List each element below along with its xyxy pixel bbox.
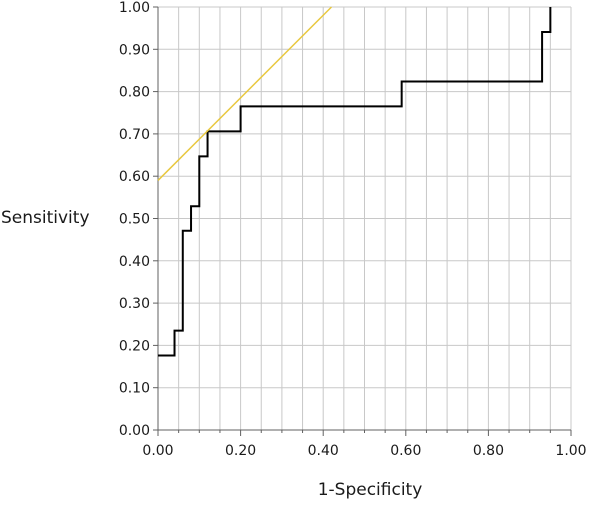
y-tick-label: 0.20: [119, 338, 150, 354]
x-tick-labels: 0.00 0.20 0.40 0.60 0.80 1.00: [142, 443, 586, 459]
y-tick-label: 0.70: [119, 127, 150, 143]
x-tick-label: 0.00: [142, 443, 173, 459]
x-tick-label: 1.00: [555, 443, 586, 459]
y-tick-labels: 0.00 0.10 0.20 0.30 0.40 0.50 0.60 0.70 0.80 0.90…: [119, 0, 150, 439]
reference-line: [157, 6, 332, 181]
y-tick-label: 0.00: [119, 423, 150, 439]
roc-curve-line: [158, 7, 552, 357]
y-tick-label: 1.00: [119, 0, 150, 16]
y-tick-label: 0.60: [119, 169, 150, 185]
grid: [157, 6, 572, 431]
y-axis-title: Sensitivity: [1, 208, 90, 228]
plot-frame: [153, 6, 572, 436]
x-tick-label: 0.40: [308, 443, 339, 459]
y-tick-label: 0.90: [119, 42, 150, 58]
x-tick-label: 0.20: [225, 443, 256, 459]
series-layer: [157, 6, 552, 357]
y-tick-label: 0.30: [119, 296, 150, 312]
x-tick-label: 0.60: [390, 443, 421, 459]
x-tick-label: 0.80: [473, 443, 504, 459]
y-tick-label: 0.50: [119, 212, 150, 228]
y-tick-label: 0.10: [119, 381, 150, 397]
y-tick-label: 0.40: [119, 254, 150, 270]
x-axis-title: 1-Specificity: [318, 480, 423, 500]
y-tick-label: 0.80: [119, 85, 150, 101]
